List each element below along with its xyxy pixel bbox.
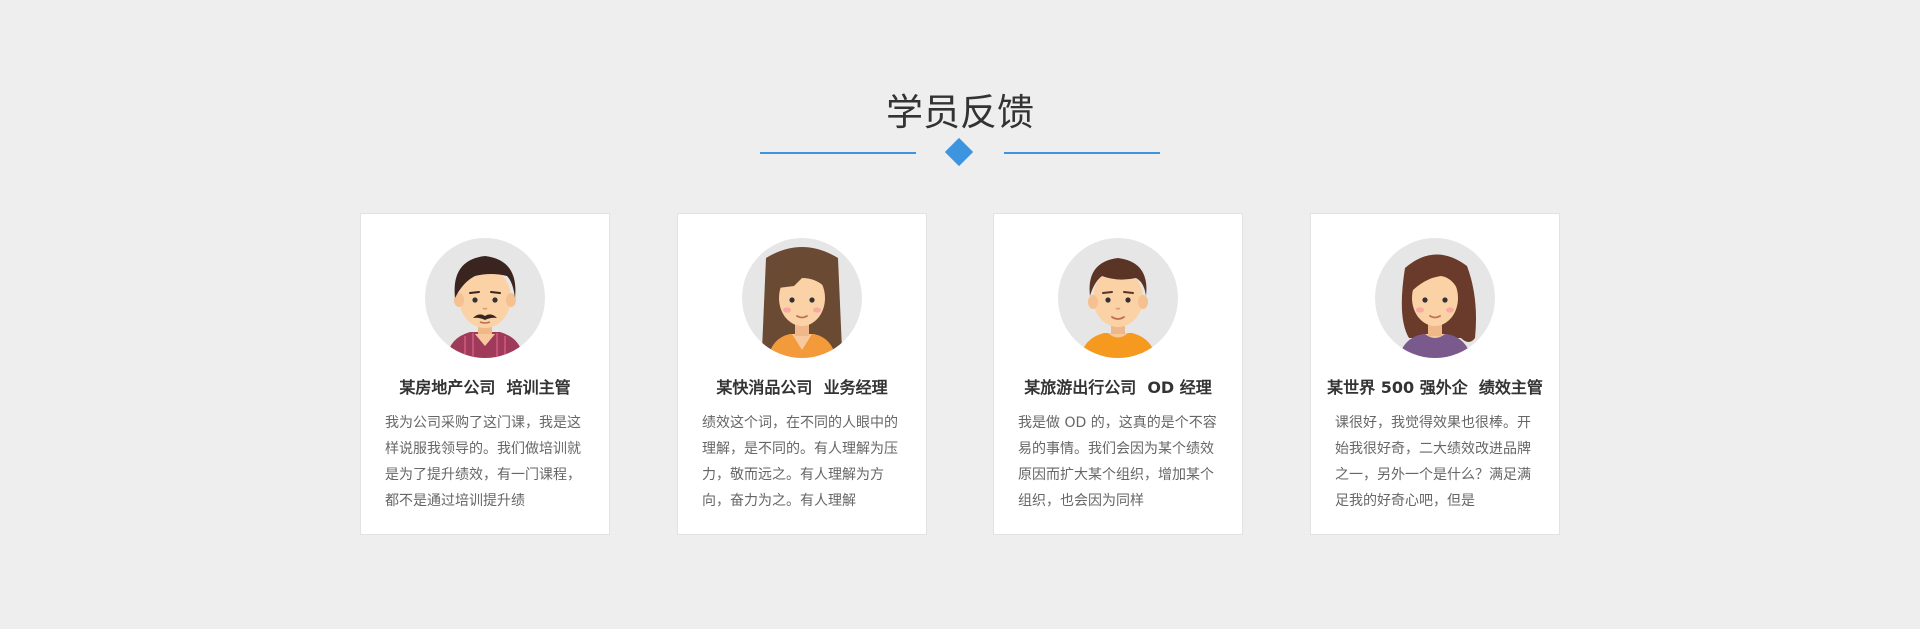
- section-title: 学员反馈: [886, 91, 1034, 134]
- testimonial-card[interactable]: 某快消品公司 业务经理 绩效这个词，在不同的人眼中的理解，是不同的。有人理解为压…: [677, 213, 927, 535]
- testimonial-text: 课很好，我觉得效果也很棒。开始我很好奇，二大绩效改进品牌之一，另外一个是什么？满…: [1335, 415, 1531, 509]
- young-man-avatar-icon: [1058, 238, 1178, 358]
- divider-line-left: [760, 152, 916, 154]
- testimonial-name: 某房地产公司 培训主管: [399, 378, 571, 397]
- testimonial-name: 某世界 500 强外企 绩效主管: [1327, 378, 1543, 397]
- man-mustache-avatar-icon: [425, 238, 545, 358]
- title-divider: [760, 137, 1160, 168]
- woman-long-hair-avatar-icon: [742, 238, 862, 358]
- testimonial-card[interactable]: 某房地产公司 培训主管 我为公司采购了这门课，我是这样说服我领导的。我们做培训就…: [360, 213, 610, 535]
- testimonial-name: 某旅游出行公司 OD 经理: [1024, 378, 1212, 397]
- testimonial-text: 绩效这个词，在不同的人眼中的理解，是不同的。有人理解为压力，敬而远之。有人理解为…: [702, 415, 898, 509]
- testimonial-card[interactable]: 某世界 500 强外企 绩效主管 课很好，我觉得效果也很棒。开始我很好奇，二大绩…: [1310, 213, 1560, 535]
- woman-wavy-hair-avatar-icon: [1375, 238, 1495, 358]
- diamond-icon: [944, 137, 974, 167]
- divider-line-right: [1004, 152, 1160, 154]
- testimonial-text: 我为公司采购了这门课，我是这样说服我领导的。我们做培训就是为了提升绩效，有一门课…: [385, 415, 581, 509]
- testimonial-card[interactable]: 某旅游出行公司 OD 经理 我是做 OD 的，这真的是个不容易的事情。我们会因为…: [993, 213, 1243, 535]
- testimonial-text: 我是做 OD 的，这真的是个不容易的事情。我们会因为某个绩效原因而扩大某个组织，…: [1018, 415, 1217, 509]
- testimonial-list: 某房地产公司 培训主管 我为公司采购了这门课，我是这样说服我领导的。我们做培训就…: [0, 213, 1920, 535]
- testimonial-name: 某快消品公司 业务经理: [716, 378, 888, 397]
